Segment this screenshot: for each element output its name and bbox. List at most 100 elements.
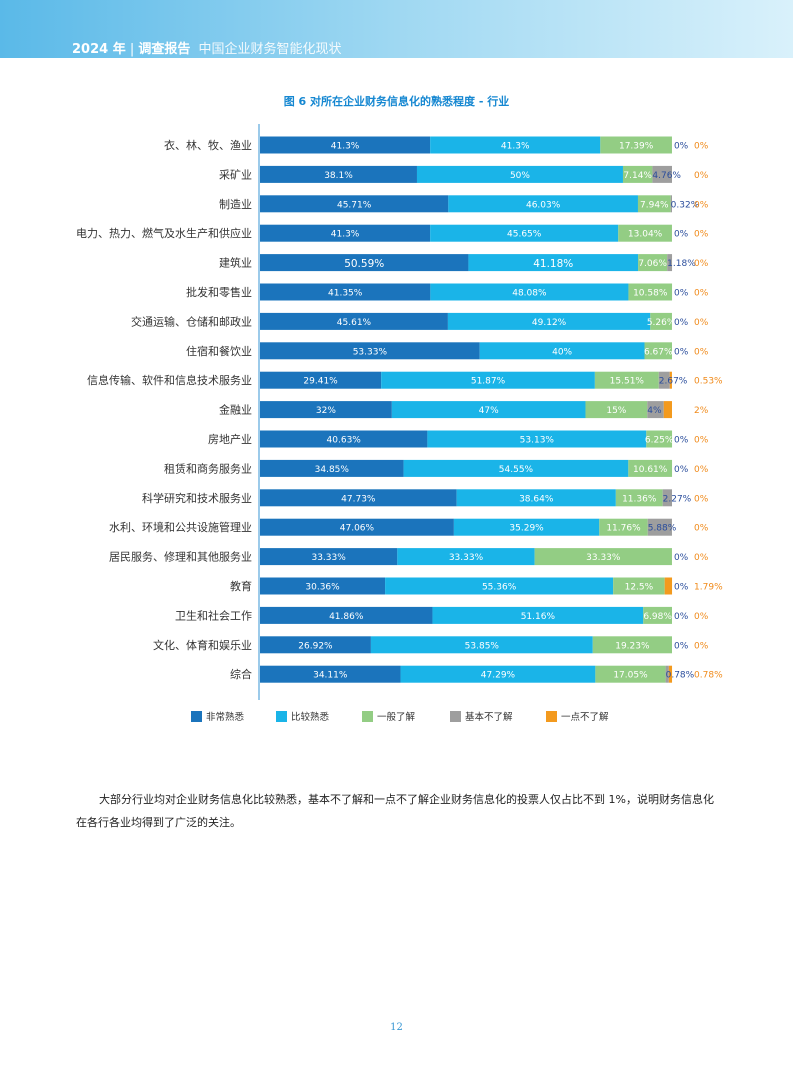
bar-segment-very-familiar <box>260 665 401 683</box>
data-label-barely: 2.27% <box>663 494 692 504</box>
bar-segment-average <box>599 518 648 536</box>
data-label-not-at-all: 0% <box>694 436 709 446</box>
data-label-barely: 0% <box>674 318 689 328</box>
bar-segment-fairly-familiar <box>456 489 616 507</box>
data-label-not-at-all: 0% <box>694 465 709 475</box>
data-label-fairly-familiar: 40% <box>552 347 572 357</box>
bar-segment-very-familiar <box>260 136 431 154</box>
bar-segment-fairly-familiar <box>468 254 639 272</box>
legend-swatch-average <box>362 710 373 722</box>
data-label-fairly-familiar: 48.08% <box>512 289 547 299</box>
category-label: 建筑业 <box>219 256 252 270</box>
bar-segment-very-familiar <box>260 195 449 213</box>
data-label-very-familiar: 26.92% <box>298 641 333 651</box>
bar-segment-average <box>650 312 672 330</box>
bar-segment-fairly-familiar <box>416 165 623 183</box>
data-label-barely: 4% <box>647 406 662 416</box>
bar-segment-average <box>534 548 672 566</box>
category-label: 科学研究和技术服务业 <box>142 491 252 505</box>
data-label-very-familiar: 40.63% <box>327 436 362 446</box>
data-label-not-at-all: 0% <box>694 318 709 328</box>
bar-segment-fairly-familiar <box>430 136 601 154</box>
legend-label: 一般了解 <box>377 712 416 723</box>
bar-segment-very-familiar <box>260 224 431 242</box>
data-label-fairly-familiar: 53.13% <box>520 436 555 446</box>
bar-segment-average <box>585 401 648 419</box>
data-label-fairly-familiar: 46.03% <box>526 200 561 210</box>
bar-segment-average <box>622 165 653 183</box>
data-label-barely: 0.32% <box>671 200 700 210</box>
category-label: 住宿和餐饮业 <box>186 344 252 358</box>
data-label-fairly-familiar: 49.12% <box>532 318 567 328</box>
data-label-fairly-familiar: 47.29% <box>481 671 516 681</box>
legend-label: 非常熟悉 <box>206 712 245 723</box>
data-label-very-familiar: 53.33% <box>353 347 388 357</box>
legend-label: 一点不了解 <box>561 712 609 723</box>
category-label: 房地产业 <box>208 432 252 446</box>
bar-segment-not-at-all <box>664 577 673 595</box>
data-label-barely: 0% <box>674 436 689 446</box>
data-label-very-familiar: 33.33% <box>311 553 346 563</box>
header-divider: | <box>129 42 135 57</box>
data-label-very-familiar: 41.3% <box>331 142 360 152</box>
data-label-not-at-all: 0% <box>694 494 709 504</box>
legend-label: 基本不了解 <box>465 712 513 723</box>
bar-segment-very-familiar <box>260 312 448 330</box>
data-label-barely: 0% <box>674 583 689 593</box>
data-label-not-at-all: 0% <box>694 612 709 622</box>
data-label-not-at-all: 0% <box>694 553 709 563</box>
legend-item-barely: 基本不了解 <box>450 709 513 723</box>
data-label-fairly-familiar: 45.65% <box>507 230 542 240</box>
legend-item-very-familiar: 非常熟悉 <box>191 709 244 723</box>
data-label-not-at-all: 0.53% <box>694 377 723 387</box>
category-label: 文化、体育和娱乐业 <box>153 638 252 652</box>
data-label-very-familiar: 47.06% <box>340 524 375 534</box>
data-label-not-at-all: 0% <box>694 142 709 152</box>
legend-swatch-very-familiar <box>191 710 202 722</box>
legend-item-average: 一般了解 <box>362 709 415 723</box>
data-label-barely: 1.18% <box>667 259 696 269</box>
bar-segment-fairly-familiar <box>391 401 586 419</box>
data-label-average: 19.23% <box>615 641 650 651</box>
data-label-average: 5.26% <box>647 318 676 328</box>
bar-segment-fairly-familiar <box>400 665 596 683</box>
legend-item-not-at-all: 一点不了解 <box>546 709 609 723</box>
data-label-average: 7.06% <box>638 259 667 269</box>
bar-segment-barely <box>665 665 669 683</box>
bar-segment-very-familiar <box>260 459 404 477</box>
bar-segment-fairly-familiar <box>427 430 647 448</box>
legend-item-fairly-familiar: 比较熟悉 <box>276 709 329 723</box>
bar-segment-very-familiar <box>260 371 382 389</box>
data-label-average: 17.39% <box>619 142 654 152</box>
data-label-very-familiar: 41.35% <box>328 289 363 299</box>
data-label-barely: 0% <box>674 347 689 357</box>
data-label-not-at-all: 0% <box>694 171 709 181</box>
data-label-average: 11.36% <box>622 494 657 504</box>
category-label: 电力、热力、燃气及水生产和供应业 <box>76 226 252 240</box>
bar-segment-average <box>637 195 671 213</box>
chart-legend: 非常熟悉 比较熟悉 一般了解 基本不了解 一点不了解 <box>0 709 793 725</box>
category-label: 衣、林、牧、渔业 <box>164 138 252 152</box>
data-label-average: 6.98% <box>643 612 672 622</box>
bar-segment-very-familiar <box>260 401 392 419</box>
data-label-average: 7.94% <box>640 200 669 210</box>
data-label-very-familiar: 45.61% <box>337 318 372 328</box>
data-label-fairly-familiar: 54.55% <box>499 465 534 475</box>
data-label-barely: 0% <box>674 289 689 299</box>
data-label-fairly-familiar: 38.64% <box>519 494 554 504</box>
header-year: 2024 年 <box>72 42 126 57</box>
bar-segment-not-at-all <box>663 401 672 419</box>
bar-segment-barely <box>667 254 673 272</box>
data-label-barely: 0% <box>674 230 689 240</box>
data-label-very-familiar: 38.1% <box>324 171 353 181</box>
data-label-very-familiar: 34.11% <box>313 671 348 681</box>
data-label-average: 17.05% <box>613 671 648 681</box>
figure-title: 图 6 对所在企业财务信息化的熟悉程度 - 行业 <box>283 95 510 108</box>
data-label-not-at-all: 0% <box>694 289 709 299</box>
category-label: 批发和零售业 <box>186 285 252 299</box>
header-report: 调查报告 <box>138 42 191 57</box>
bar-segment-average <box>644 342 672 360</box>
bar-segment-fairly-familiar <box>403 459 629 477</box>
data-label-very-familiar: 47.73% <box>341 494 376 504</box>
page-number: 12 <box>390 1022 403 1033</box>
